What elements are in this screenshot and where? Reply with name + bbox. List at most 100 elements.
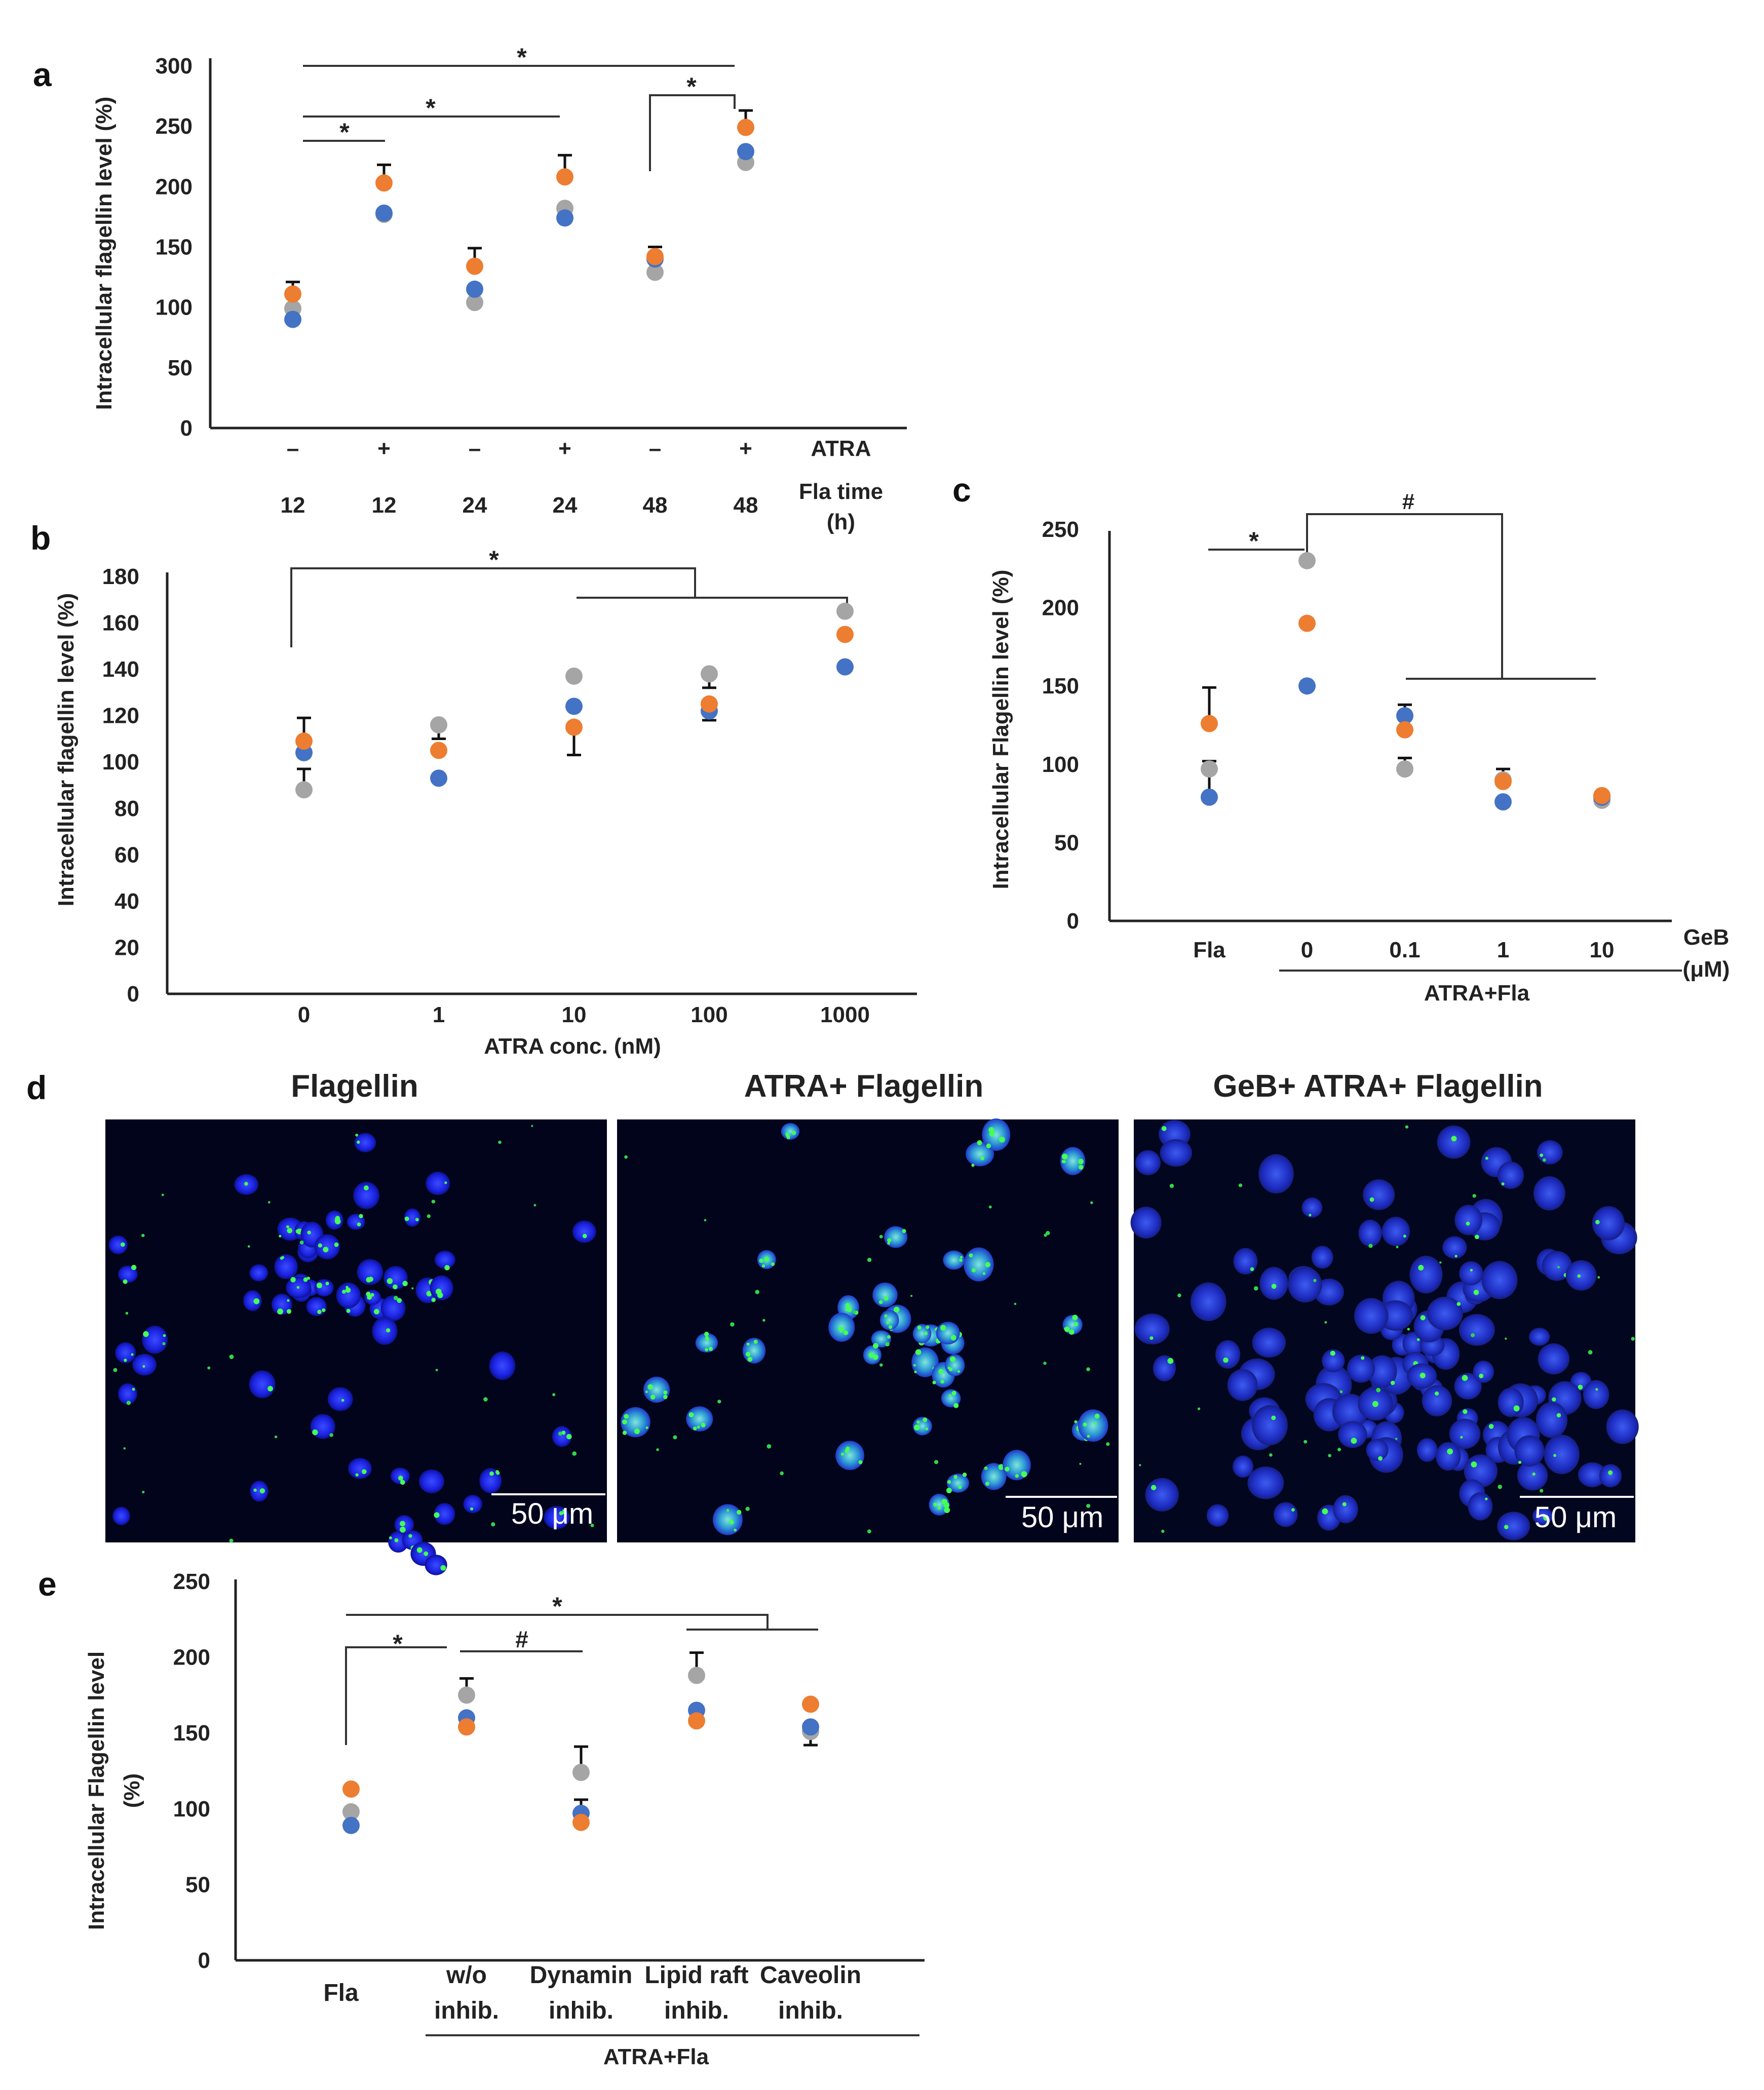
annotation: *	[393, 1630, 403, 1658]
cell-nucleus	[966, 1141, 994, 1167]
flagellin-signal	[307, 1230, 311, 1234]
x-tick-label: 0.1	[1389, 938, 1420, 962]
flagellin-signal	[1470, 1268, 1473, 1272]
flagellin-signal	[948, 1394, 952, 1397]
flagellin-signal	[1418, 1265, 1424, 1271]
flagellin-signal	[933, 1502, 937, 1507]
flagellin-signal	[470, 1507, 474, 1511]
flagellin-signal	[838, 1326, 844, 1332]
flagellin-signal	[1513, 1405, 1520, 1412]
data-point-blue	[836, 658, 854, 676]
flagellin-signal	[1447, 1448, 1453, 1455]
flagellin-signal	[705, 1336, 709, 1340]
x-tick-label: Caveolin	[760, 1962, 861, 1989]
flagellin-signal	[847, 1307, 852, 1312]
row-label-atra: ATRA	[811, 436, 871, 461]
flagellin-signal	[397, 1298, 402, 1303]
cell-nucleus	[1592, 1206, 1625, 1241]
flagellin-signal	[1595, 1388, 1598, 1391]
flagellin-signal	[1395, 1438, 1398, 1440]
cell-nucleus	[1366, 1439, 1389, 1461]
micrograph-atra-flagellin	[617, 1118, 1119, 1542]
flagellin-signal	[704, 1331, 709, 1337]
x-row1-label: +	[739, 436, 752, 461]
data-point-blue	[556, 209, 573, 227]
y-axis-label: Intracellular flagellin level (%)	[92, 97, 117, 410]
cell-nucleus	[1514, 1435, 1545, 1467]
flagellin-signal	[980, 1156, 985, 1160]
flagellin-signal	[766, 1444, 772, 1449]
chart-panel-b: Intracellular flagellin level (%) 0 20 40 6…	[54, 546, 917, 1059]
significance-brackets: * # *	[345, 1592, 818, 1745]
flagellin-signal	[531, 1125, 533, 1128]
cell-nucleus	[463, 1495, 482, 1514]
flagellin-signal	[969, 1253, 973, 1258]
flagellin-signal	[498, 1140, 502, 1144]
y-axis-label: Intracellular Flagellin level (%)	[988, 570, 1013, 889]
flagellin-signal	[845, 1303, 850, 1308]
cell-nucleus	[1578, 1462, 1606, 1487]
cell-nucleus	[434, 1503, 455, 1525]
flagellin-signal	[299, 1241, 304, 1245]
significance-brackets: *	[290, 546, 848, 647]
flagellin-signal	[437, 1292, 443, 1298]
flagellin-signal	[634, 1428, 640, 1435]
flagellin-signal	[408, 1534, 412, 1538]
flagellin-signal	[415, 1218, 419, 1222]
flagellin-signal	[431, 1199, 436, 1204]
flagellin-signal	[364, 1185, 369, 1190]
data-point-gray	[295, 781, 313, 799]
flagellin-signal	[762, 1319, 765, 1322]
flagellin-signal	[1161, 1529, 1165, 1533]
flagellin-signal	[342, 1290, 346, 1294]
flagellin-signal	[1087, 1435, 1090, 1438]
flagellin-signal	[247, 1245, 250, 1248]
flagellin-signal	[1250, 1267, 1254, 1271]
flagellin-signal	[887, 1238, 892, 1243]
flagellin-signal	[1372, 1401, 1378, 1407]
flagellin-signal	[1005, 1466, 1010, 1472]
flagellin-signal	[483, 1397, 488, 1402]
flagellin-signal	[999, 1136, 1005, 1143]
y-tick-label: 100	[156, 295, 193, 320]
cell-nucleus	[372, 1317, 398, 1345]
flagellin-signal	[368, 1276, 373, 1282]
cell-nucleus	[1459, 1261, 1483, 1286]
cell-nucleus	[1459, 1314, 1495, 1346]
flagellin-signal	[132, 1387, 135, 1391]
x-tick-label: w/o	[446, 1962, 487, 1989]
flagellin-signal	[932, 1380, 936, 1384]
y-axis-label-unit: (%)	[120, 1773, 144, 1808]
flagellin-signal	[886, 1342, 890, 1345]
x-row2-label: 24	[553, 493, 578, 518]
flagellin-signal	[726, 1508, 730, 1512]
cell-nucleus	[1135, 1150, 1161, 1176]
flagellin-signal	[424, 1551, 429, 1556]
data-point-blue	[802, 1718, 819, 1736]
flagellin-signal	[940, 1325, 946, 1331]
cell-nucleus	[1422, 1385, 1452, 1417]
y-tick-label: 250	[156, 114, 193, 139]
flagellin-signal	[359, 1214, 363, 1218]
cell-nucleus	[348, 1458, 372, 1479]
cell-nucleus	[274, 1254, 298, 1280]
flagellin-signal	[1420, 1315, 1426, 1321]
y-tick-label: 0	[180, 416, 193, 441]
annotation: #	[1402, 489, 1414, 514]
flagellin-signal	[988, 1205, 992, 1209]
flagellin-signal	[938, 1369, 944, 1374]
data-point-blue	[1396, 707, 1413, 724]
flagellin-signal	[624, 1414, 629, 1419]
flagellin-signal	[840, 1330, 843, 1333]
flagellin-signal	[745, 1506, 750, 1511]
flagellin-signal	[131, 1264, 137, 1270]
flagellin-signal	[1238, 1183, 1243, 1187]
flagellin-signal	[440, 1565, 446, 1571]
flagellin-signal	[427, 1214, 431, 1218]
flagellin-signal	[1540, 1489, 1544, 1493]
flagellin-signal	[279, 1234, 282, 1237]
flagellin-signal	[400, 1521, 405, 1527]
cell-nucleus	[1258, 1154, 1294, 1194]
micrograph-title-1: Flagellin	[291, 1069, 418, 1104]
flagellin-signal	[398, 1476, 403, 1481]
